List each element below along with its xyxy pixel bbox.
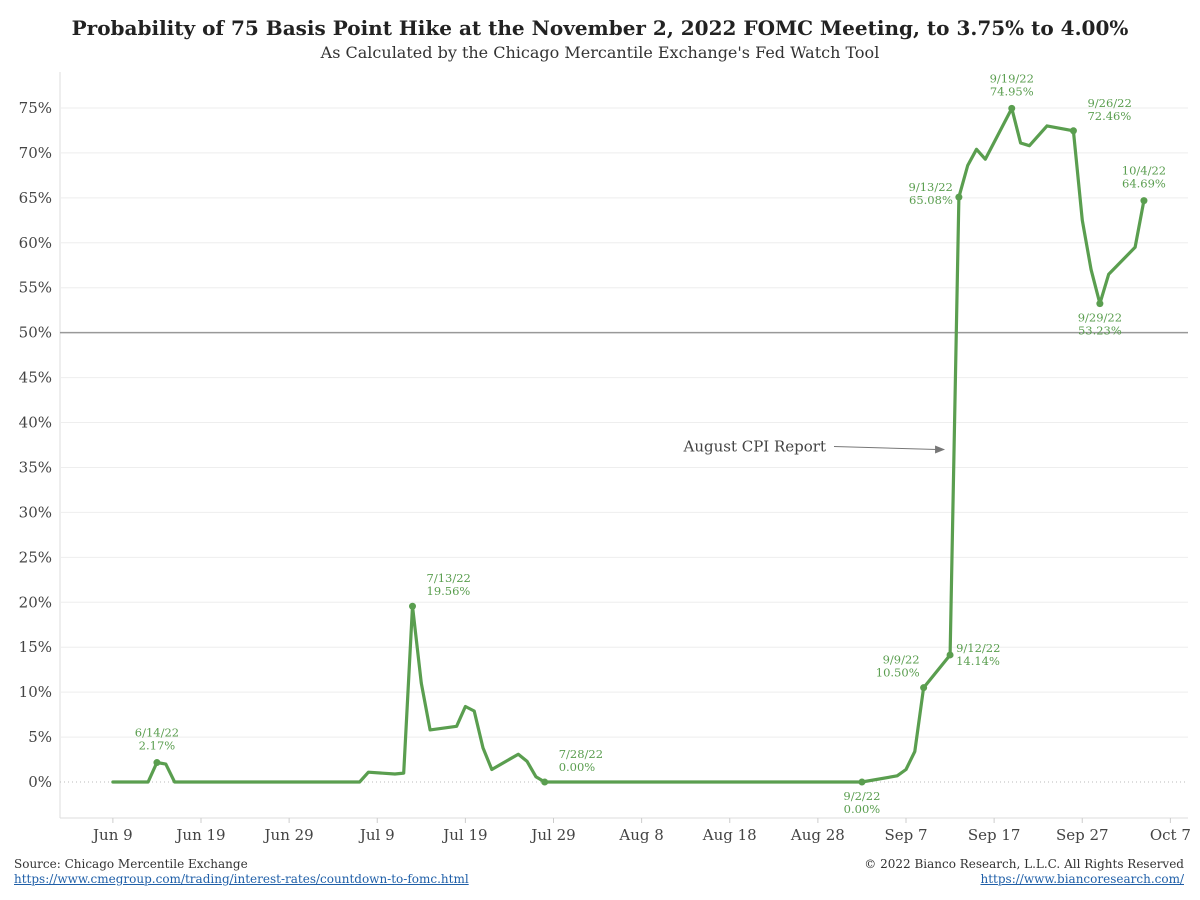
y-tick-label: 20% xyxy=(19,593,52,611)
x-tick-label: Jun 19 xyxy=(174,826,225,844)
data-point-marker xyxy=(1140,197,1148,205)
data-point-marker xyxy=(1069,127,1077,135)
chart-title: Probability of 75 Basis Point Hike at th… xyxy=(71,16,1129,40)
data-label-value: 64.69% xyxy=(1122,177,1166,191)
data-point-marker xyxy=(955,193,963,201)
data-label-value: 14.14% xyxy=(956,654,1000,668)
y-tick-label: 70% xyxy=(19,144,52,162)
data-label-value: 74.95% xyxy=(990,84,1034,98)
data-label-date: 9/2/22 xyxy=(843,789,880,803)
data-label-date: 9/29/22 xyxy=(1078,311,1122,325)
y-tick-label: 50% xyxy=(19,324,52,342)
y-tick-label: 0% xyxy=(28,773,52,791)
x-tick-label: Sep 7 xyxy=(884,826,927,844)
data-point-marker xyxy=(1096,300,1104,308)
y-tick-label: 15% xyxy=(19,638,52,656)
data-point-marker xyxy=(1008,104,1016,112)
source-note: Source: Chicago Mercentile Exchange xyxy=(14,857,248,871)
y-tick-label: 55% xyxy=(19,279,52,297)
series-line xyxy=(111,106,1146,784)
y-tick-label: 40% xyxy=(19,414,52,432)
data-label-date: 10/4/22 xyxy=(1122,164,1166,178)
data-point-marker xyxy=(153,759,161,767)
x-tick-label: Jul 29 xyxy=(529,826,575,844)
data-point-marker xyxy=(541,778,549,786)
x-tick-label: Jul 19 xyxy=(441,826,487,844)
annotation-text: August CPI Report xyxy=(682,437,826,455)
x-tick-label: Aug 8 xyxy=(618,826,663,844)
data-label-value: 19.56% xyxy=(427,584,471,598)
y-tick-label: 25% xyxy=(19,548,52,566)
data-point-marker xyxy=(920,684,928,692)
x-tick-label: Sep 27 xyxy=(1056,826,1109,844)
annotation-arrow-line xyxy=(833,445,938,450)
annotation-arrow-head xyxy=(935,445,946,454)
data-label-value: 2.17% xyxy=(139,739,176,753)
x-tick-label: Jun 9 xyxy=(91,826,133,844)
x-tick-label: Jul 9 xyxy=(358,826,395,844)
x-tick-label: Jun 29 xyxy=(263,826,314,844)
data-point-marker xyxy=(858,778,866,786)
y-tick-label: 35% xyxy=(19,458,52,476)
y-tick-label: 60% xyxy=(19,234,52,252)
data-label-date: 6/14/22 xyxy=(135,726,179,740)
data-label-date: 9/26/22 xyxy=(1087,96,1131,110)
data-label-value: 72.46% xyxy=(1087,109,1131,123)
data-label-value: 0.00% xyxy=(559,760,596,774)
source-link[interactable]: https://www.cmegroup.com/trading/interes… xyxy=(14,872,469,886)
y-tick-label: 45% xyxy=(19,369,52,387)
x-tick-label: Aug 28 xyxy=(790,826,845,844)
data-label-date: 9/19/22 xyxy=(990,71,1034,85)
data-label-date: 7/28/22 xyxy=(559,747,603,761)
data-label-date: 7/13/22 xyxy=(427,571,471,585)
y-tick-label: 10% xyxy=(19,683,52,701)
data-label-value: 0.00% xyxy=(844,802,881,816)
copyright-note: © 2022 Bianco Research, L.L.C. All Right… xyxy=(864,857,1184,871)
chart-subtitle: As Calculated by the Chicago Mercantile … xyxy=(320,43,880,62)
x-tick-label: Oct 7 xyxy=(1150,826,1191,844)
x-tick-label: Aug 18 xyxy=(702,826,757,844)
x-tick-label: Sep 17 xyxy=(968,826,1021,844)
data-point-marker xyxy=(409,602,416,610)
y-tick-label: 30% xyxy=(19,503,52,521)
data-label-date: 9/13/22 xyxy=(909,180,953,194)
data-point-marker xyxy=(946,651,954,659)
data-label-date: 9/12/22 xyxy=(956,641,1000,655)
data-label-date: 9/9/22 xyxy=(883,653,920,667)
y-tick-label: 5% xyxy=(28,728,52,746)
website-link[interactable]: https://www.biancoresearch.com/ xyxy=(980,872,1184,886)
data-label-value: 10.50% xyxy=(876,666,920,680)
y-tick-label: 75% xyxy=(19,99,52,117)
data-label-value: 65.08% xyxy=(909,193,953,207)
data-label-value: 53.23% xyxy=(1078,324,1122,338)
y-tick-label: 65% xyxy=(19,189,52,207)
